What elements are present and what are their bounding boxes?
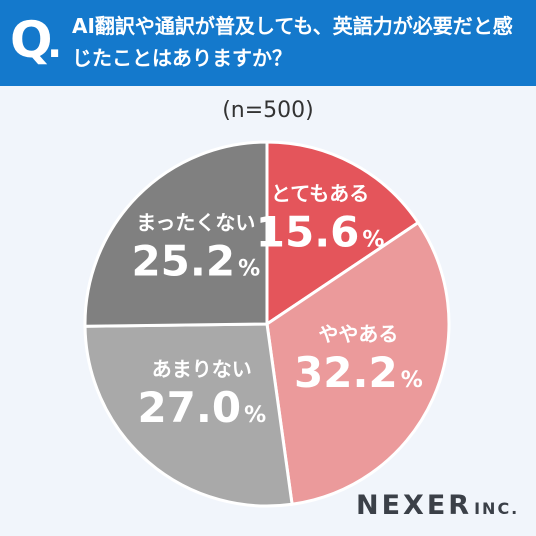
slice-category-label: まったくない — [136, 211, 255, 235]
slice-percent-label: 15.6% — [256, 207, 385, 256]
q-badge: Q — [10, 11, 53, 69]
sample-size-label: (n=500) — [222, 98, 314, 123]
slice-percent-label: 25.2% — [131, 237, 260, 286]
question-header: Q . AI翻訳や通訳が普及しても、英語力が必要だと感じたことはありますか？ — [0, 0, 536, 86]
pie-slices — [83, 140, 451, 508]
slice-percent-label: 27.0% — [137, 383, 266, 432]
slice-category-label: あまりない — [152, 357, 252, 381]
brand-suffix: INC. — [474, 499, 520, 518]
question-text: AI翻訳や通訳が普及しても、英語力が必要だと感じたことはありますか？ — [72, 14, 513, 70]
slice-category-label: ややある — [318, 322, 398, 346]
slice-percent-label: 32.2% — [294, 348, 423, 397]
pie-slice-4 — [83, 140, 269, 328]
brand-name: NEXER — [356, 490, 473, 521]
slice-category-label: とてもある — [271, 181, 369, 205]
pie-slice-2 — [265, 221, 451, 506]
company-logo: NEXER INC. — [356, 490, 519, 521]
q-dot: . — [47, 21, 63, 67]
pie-slice-1 — [265, 140, 420, 326]
pie-slice-3 — [83, 322, 294, 508]
